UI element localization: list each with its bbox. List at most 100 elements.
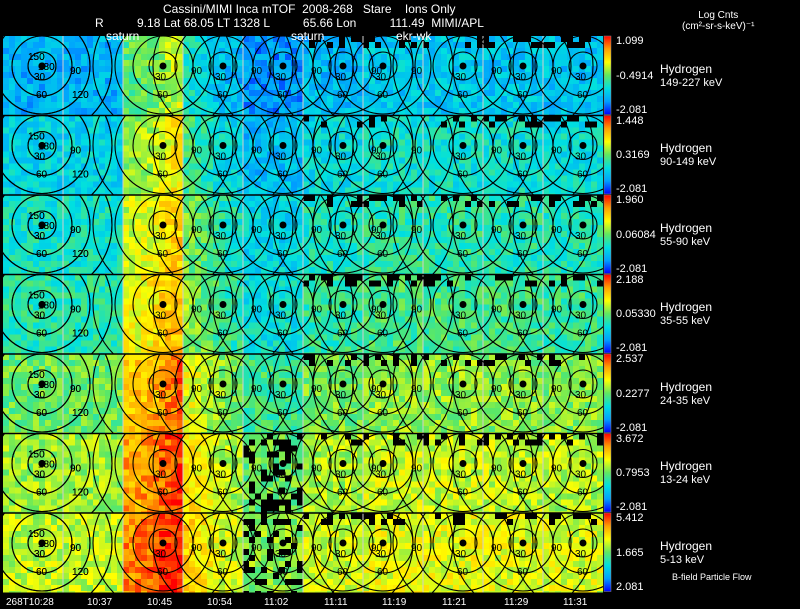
contour-label: 90 (371, 66, 383, 77)
column-tag: saturn (106, 29, 140, 43)
contour-label: 60 (517, 408, 529, 419)
contour-label: 150 (28, 450, 45, 461)
contour-label: 30 (34, 231, 46, 242)
colorbar-min-value: -2.081 (616, 262, 648, 275)
colorbar-min-value: -2.081 (616, 421, 648, 434)
contour-label: 30 (375, 231, 387, 242)
contour-label: 60 (577, 488, 589, 499)
colorbar (604, 433, 611, 512)
contour-label: 30 (34, 311, 46, 322)
contour-label: 30 (375, 390, 387, 401)
time-tick-label: 11:02 (264, 597, 289, 608)
contour-label: 30 (34, 549, 46, 560)
contour-label: 90 (191, 543, 203, 554)
colorbar (604, 195, 611, 274)
contour-label: 30 (34, 549, 46, 560)
contour-label: 120 (72, 408, 89, 419)
contour-label: 30 (275, 549, 287, 560)
contour-label: 30 (515, 470, 527, 481)
contour-label: 150 (28, 132, 45, 143)
contour-label: 30 (455, 72, 467, 83)
colorbar (604, 354, 611, 433)
row-species: Hydrogen (660, 220, 713, 235)
contour-label: 90 (251, 464, 263, 475)
contour-label: 60 (217, 249, 229, 260)
colorbar (604, 36, 611, 115)
contour-label: 90 (491, 66, 503, 77)
contour-label: 120 (72, 170, 89, 181)
contour-label: 60 (217, 90, 229, 101)
contour-label: 30 (34, 390, 46, 401)
b-field-flow-note: B-field Particle Flow (672, 572, 752, 582)
contour-label: 30 (275, 390, 287, 401)
contour-label: 30 (34, 72, 46, 83)
contour-label: 90 (70, 543, 82, 554)
contour-label: 60 (157, 567, 169, 578)
contour-label: 60 (577, 90, 589, 101)
contour-label: 60 (277, 90, 289, 101)
contour-label: 60 (36, 408, 48, 419)
contour-label: 60 (277, 567, 289, 578)
colorbar-mid-value: 0.06084 (616, 228, 656, 241)
time-tick-label: 11:29 (504, 597, 529, 608)
contour-label: 180 (38, 221, 55, 232)
column-tag: saturn (291, 29, 325, 43)
contour-label: 60 (217, 567, 229, 578)
contour-label: 60 (577, 408, 589, 419)
contour-label: 60 (517, 488, 529, 499)
colorbar-mid-value: 0.7953 (616, 467, 650, 480)
colorbar-max-value: 1.960 (616, 194, 644, 206)
contour-label: 150 (28, 211, 45, 222)
contour-label: 150 (28, 211, 45, 222)
colorbar-min-value: -2.081 (616, 501, 648, 513)
contour-label: 90 (251, 384, 263, 395)
contour-label: 60 (377, 567, 389, 578)
row-energy-range: 24-35 keV (660, 394, 711, 407)
row-species: Hydrogen (660, 61, 713, 76)
title-line-1: Cassini/MIMI Inca mTOF 2008-268 Stare Io… (163, 2, 456, 16)
contour-label: 30 (335, 152, 347, 163)
contour-label: 60 (377, 90, 389, 101)
contour-label: 90 (70, 225, 82, 236)
contour-label: 90 (70, 384, 82, 395)
contour-label: 120 (72, 488, 89, 499)
contour-label: 60 (36, 249, 48, 260)
time-tick-label: 11:31 (563, 597, 588, 608)
contour-label: 90 (70, 464, 82, 475)
time-tick-label: 10:37 (87, 597, 113, 608)
row-label: Hydrogen 55-90 keV (660, 221, 712, 249)
contour-label: 30 (34, 470, 46, 481)
contour-label: 60 (457, 170, 469, 181)
contour-label: 30 (34, 311, 46, 322)
contour-label: 30 (335, 390, 347, 401)
contour-label: 90 (371, 305, 383, 316)
time-tick-label: 11:21 (442, 597, 467, 608)
contour-label: 30 (155, 152, 167, 163)
contour-label: 180 (38, 460, 55, 471)
contour-label: 30 (575, 549, 587, 560)
contour-label: 30 (455, 152, 467, 163)
contour-label: 120 (72, 329, 89, 340)
contour-label: 30 (34, 231, 46, 242)
colorbar-mid-value: 0.2277 (616, 387, 650, 400)
contour-label: 30 (215, 311, 227, 322)
contour-label: 120 (72, 90, 89, 101)
contour-label: 90 (311, 305, 323, 316)
contour-label: 90 (371, 146, 383, 157)
contour-label: 60 (577, 567, 589, 578)
row-species: Hydrogen (660, 300, 713, 315)
contour-label: 30 (275, 72, 287, 83)
contour-label: 30 (215, 549, 227, 560)
contour-label: 30 (155, 390, 167, 401)
row-label: Hydrogen 13-24 keV (660, 459, 712, 487)
contour-label: 90 (491, 543, 503, 554)
contour-label: 120 (72, 408, 89, 419)
contour-label: 30 (155, 549, 167, 560)
colorbar-units-title: Log Cnts (cm²-sr-s-keV)⁻¹ (682, 10, 754, 32)
contour-label: 90 (491, 464, 503, 475)
contour-label: 180 (38, 460, 55, 471)
colorbar-units-line-2: (cm²-sr-s-keV)⁻¹ (682, 21, 755, 32)
contour-label: 180 (38, 62, 55, 73)
contour-label: 60 (277, 249, 289, 260)
contour-label: 30 (275, 311, 287, 322)
